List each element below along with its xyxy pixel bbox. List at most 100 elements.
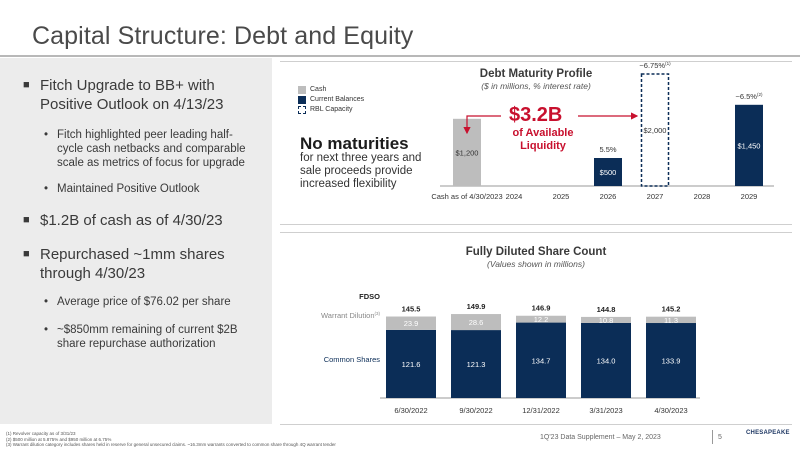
sub-bullet-text: Fitch highlighted peer leading half-cycl… — [57, 129, 246, 169]
debt-rate-label: ~6.75%(1) — [639, 61, 671, 70]
sub-bullet-text: Average price of $76.02 per share — [57, 296, 231, 308]
sub-bullet-avg-price: • Average price of $76.02 per share — [44, 295, 257, 309]
fdso-total-label: 145.2 — [662, 305, 681, 314]
fdso-total-label: 146.9 — [532, 304, 551, 313]
debt-chart-subtitle: ($ in millions, % interest rate) — [481, 81, 591, 91]
debt-bar — [735, 104, 763, 186]
common-shares-bar — [386, 329, 436, 398]
common-shares-label: 133.9 — [662, 357, 681, 366]
shares-chart-title: Fully Diluted Share Count — [465, 246, 607, 258]
page-title: Capital Structure: Debt and Equity — [32, 22, 414, 50]
bullet-cash: ■ $1.2B of cash as of 4/30/23 — [23, 211, 255, 230]
debt-rate-label: ~6.5%(2) — [736, 92, 763, 101]
legend-rbl-capacity: RBL Capacity — [310, 106, 353, 113]
liquidity-caption: of Available Liquidity — [512, 127, 574, 152]
fdso-row-label: FDSO — [359, 292, 380, 301]
shares-x-tick-label: 12/31/2022 — [522, 406, 560, 415]
bullet-fitch: ■ Fitch Upgrade to BB+ with Positive Out… — [23, 76, 250, 114]
footnote-1: (1) Revolver capacity as of 3/31/23 — [6, 431, 76, 436]
square-bullet-icon: ■ — [23, 214, 30, 226]
square-bullet-icon: ■ — [23, 79, 30, 91]
footnotes: (1) Revolver capacity as of 3/31/23 (2) … — [6, 431, 336, 448]
common-shares-bar — [516, 322, 566, 398]
shares-panel-top-rule — [280, 232, 792, 233]
bullet-fitch-text: Fitch Upgrade to BB+ with Positive Outlo… — [40, 77, 224, 113]
common-shares-label: 134.7 — [532, 356, 551, 365]
debt-x-tick-label: 2027 — [647, 192, 664, 201]
footnote-marker: (1) — [665, 61, 671, 66]
common-shares-bar — [646, 323, 696, 398]
debt-bar — [640, 73, 670, 187]
no-maturities-heading: No maturities — [300, 134, 409, 153]
legend-swatch-cash — [298, 86, 306, 94]
warrant-dilution-bar — [646, 316, 696, 324]
warrant-dilution-label: 12.2 — [534, 315, 549, 324]
footer-divider — [712, 430, 713, 444]
debt-x-tick-label: 2028 — [694, 192, 711, 201]
footnote-2: (2) $500 million at 5.875% and $950 mill… — [6, 436, 112, 442]
bullet-cash-text: $1.2B of cash as of 4/30/23 — [40, 212, 223, 229]
shares-chart-subtitle: (Values shown in millions) — [487, 259, 585, 269]
fdso-total-label: 145.5 — [402, 305, 421, 314]
sub-bullet-remaining: • ~$850mm remaining of current $2B share… — [44, 323, 257, 351]
common-shares-label: 121.3 — [467, 360, 486, 369]
debt-data-label: $1,450 — [738, 141, 761, 150]
warrant-dilution-label: 10.8 — [599, 316, 614, 325]
debt-x-tick-label: 2026 — [600, 192, 617, 201]
warrant-dilution-label: 11.3 — [664, 316, 678, 325]
arrow-to-cash-bar — [463, 115, 501, 135]
debt-data-label: $2,000 — [644, 126, 667, 135]
left-panel — [0, 58, 272, 424]
warrant-dilution-bar — [516, 315, 566, 323]
debt-data-label: $1,200 — [456, 148, 479, 157]
shares-x-tick-label: 9/30/2022 — [459, 406, 492, 415]
dot-bullet-icon: • — [44, 183, 49, 195]
sub-bullet-fitch-metrics: • Fitch highlighted peer leading half-cy… — [44, 128, 257, 170]
debt-panel-top-rule — [280, 61, 792, 62]
no-maturities-text: for next three years and sale proceeds p… — [300, 152, 422, 190]
fdso-total-label: 149.9 — [467, 302, 486, 311]
debt-data-label: $500 — [600, 168, 617, 177]
shares-x-tick-label: 4/30/2023 — [654, 406, 687, 415]
shares-x-tick-label: 6/30/2022 — [394, 406, 427, 415]
debt-chart-title: Debt Maturity Profile — [479, 68, 593, 80]
legend-current-balances: Current Balances — [310, 96, 365, 103]
common-shares-bar — [581, 322, 631, 398]
shares-panel-bottom-rule — [280, 424, 792, 425]
common-row-label: Common Shares — [324, 355, 381, 364]
sub-bullet-text: Maintained Positive Outlook — [57, 183, 200, 195]
debt-panel-bottom-rule — [280, 224, 792, 225]
liquidity-value: $3.2B — [509, 104, 563, 126]
debt-x-tick-label: Cash as of 4/30/2023 — [431, 192, 502, 201]
warrant-row-label: Warrant Dilution(3) — [321, 311, 381, 320]
debt-x-tick-label: 2029 — [741, 192, 758, 201]
company-logo: CHESAPEAKE — [746, 430, 790, 436]
warrant-dilution-bar — [581, 316, 631, 323]
dot-bullet-icon: • — [44, 296, 49, 308]
legend-swatch-current — [298, 96, 306, 104]
debt-bar — [594, 158, 622, 186]
shares-x-tick-label: 3/31/2023 — [589, 406, 622, 415]
sub-bullet-text: ~$850mm remaining of current $2B share r… — [57, 324, 238, 350]
warrant-dilution-bar — [386, 316, 436, 330]
sub-bullet-outlook: • Maintained Positive Outlook — [44, 182, 257, 196]
common-shares-label: 121.6 — [402, 360, 421, 369]
square-bullet-icon: ■ — [23, 248, 30, 260]
legend-cash: Cash — [310, 86, 327, 93]
fdso-total-label: 144.8 — [597, 305, 616, 314]
warrant-dilution-label: 28.6 — [469, 318, 484, 327]
footnote-3: (3) Warrant dilution category includes s… — [6, 442, 336, 447]
legend-swatch-rbl — [298, 106, 306, 114]
debt-x-tick-label: 2024 — [506, 192, 523, 201]
title-divider — [0, 55, 800, 57]
footnote-marker: (3) — [375, 311, 381, 316]
bullet-repurchase: ■ Repurchased ~1mm shares through 4/30/2… — [23, 245, 240, 283]
dot-bullet-icon: • — [44, 324, 49, 336]
common-shares-label: 134.0 — [597, 356, 616, 365]
debt-rate-label: 5.5% — [599, 145, 616, 154]
footer-text: 1Q'23 Data Supplement – May 2, 2023 — [540, 434, 661, 441]
common-shares-bar — [451, 330, 501, 398]
warrant-dilution-label: 23.9 — [404, 319, 419, 328]
